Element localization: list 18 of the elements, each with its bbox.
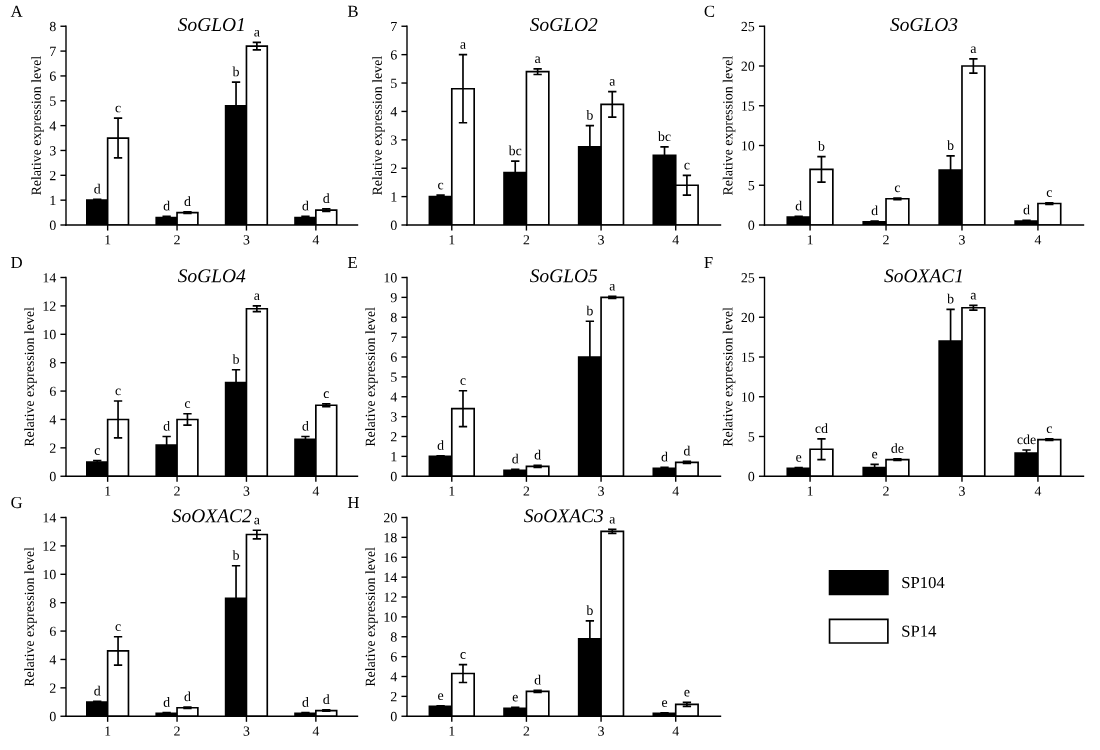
- chart-title: SoGLO5: [529, 269, 598, 283]
- text: D: [11, 257, 22, 269]
- legend-label: SP104: [902, 576, 945, 589]
- text: A: [10, 5, 23, 17]
- chart-title: SoGLO1: [177, 18, 244, 32]
- chart-title: SoOXAC2: [172, 509, 252, 523]
- text: G: [11, 496, 23, 509]
- text: F: [704, 257, 713, 268]
- chart-title: SoOXAC3: [524, 509, 604, 523]
- text: E: [347, 257, 357, 268]
- chart-title: SoGLO3: [890, 18, 958, 32]
- legend-label: SP14: [902, 625, 937, 637]
- chart-title: SoOXAC1: [884, 269, 962, 283]
- chart-title: SoGLO4: [177, 269, 246, 283]
- text: B: [347, 5, 358, 17]
- chart-title: SoGLO2: [529, 18, 598, 32]
- text: C: [704, 5, 715, 17]
- text: H: [347, 497, 359, 508]
